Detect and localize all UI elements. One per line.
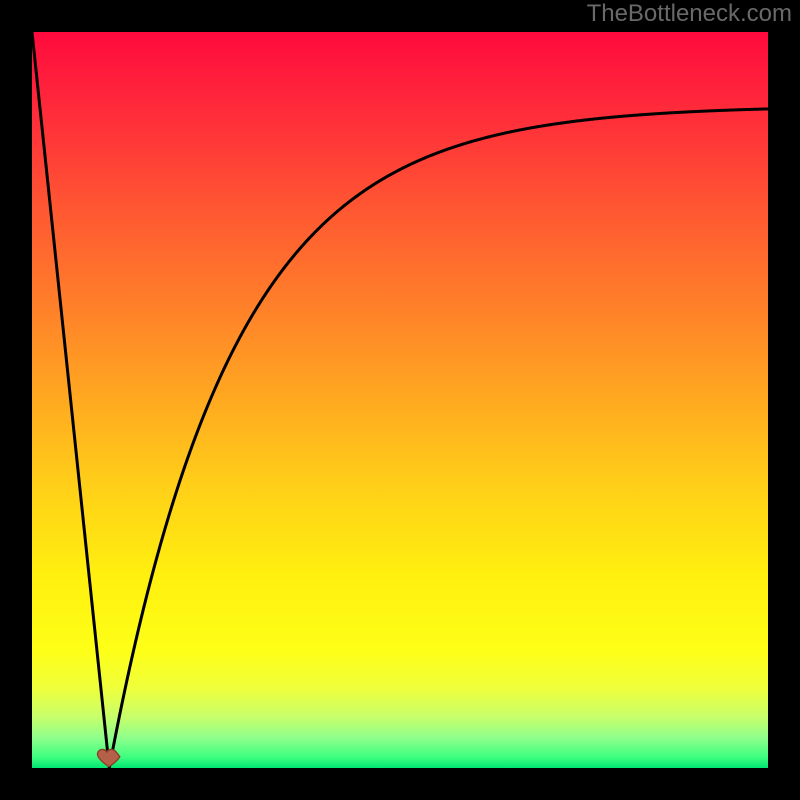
outer-frame: TheBottleneck.com (0, 0, 800, 800)
chart-plot (0, 0, 800, 800)
plot-background (32, 32, 768, 768)
heart-marker (96, 744, 122, 770)
